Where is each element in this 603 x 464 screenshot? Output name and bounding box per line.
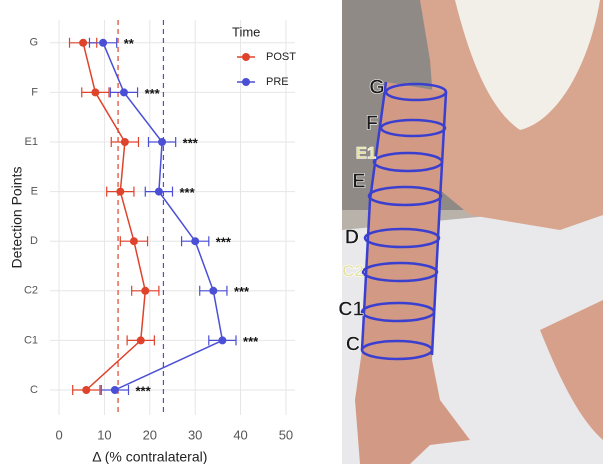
y-tick-label: C bbox=[30, 384, 38, 396]
x-tick-label: 30 bbox=[188, 427, 202, 442]
point bbox=[91, 88, 99, 96]
y-tick-label: F bbox=[31, 86, 38, 98]
point bbox=[111, 386, 119, 394]
point bbox=[158, 138, 166, 146]
x-tick-label: 0 bbox=[55, 427, 62, 442]
significance-label: *** bbox=[135, 383, 151, 398]
photo-label: C bbox=[346, 333, 360, 355]
significance-label: *** bbox=[234, 284, 250, 299]
significance-label: ** bbox=[124, 36, 135, 51]
legend-label: POST bbox=[266, 51, 296, 63]
significance-label: *** bbox=[243, 334, 259, 349]
photo-label: D bbox=[345, 226, 359, 248]
photo-label: G bbox=[369, 76, 385, 98]
x-tick-label: 20 bbox=[143, 427, 157, 442]
x-tick-label: 40 bbox=[233, 427, 247, 442]
point bbox=[116, 188, 124, 196]
y-tick-label: E bbox=[31, 186, 38, 198]
arm-photo: G F E1 E D C2 C1 C bbox=[338, 0, 603, 464]
y-tick-label: C2 bbox=[24, 285, 38, 297]
significance-label: *** bbox=[183, 135, 199, 150]
legend-marker bbox=[242, 53, 250, 61]
point bbox=[209, 287, 217, 295]
point bbox=[137, 336, 145, 344]
point bbox=[82, 386, 90, 394]
point bbox=[155, 188, 163, 196]
y-tick-label: D bbox=[30, 235, 38, 247]
significance-label: *** bbox=[145, 86, 161, 101]
photo-label: E bbox=[352, 170, 365, 192]
y-tick-label: G bbox=[29, 37, 38, 49]
legend-title: Time bbox=[232, 24, 260, 39]
chart: 0 10 20 30 40 50 C C1 C2 D E E1 F G Δ (% contralateral… bbox=[9, 20, 297, 464]
y-axis-title: Detection Points bbox=[9, 167, 25, 269]
point bbox=[218, 336, 226, 344]
photo-label: C2 bbox=[342, 261, 364, 280]
y-tick-label: C1 bbox=[24, 334, 38, 346]
point bbox=[99, 39, 107, 47]
significance-label: *** bbox=[216, 235, 232, 250]
legend-label: PRE bbox=[266, 76, 289, 88]
point bbox=[121, 138, 129, 146]
point bbox=[79, 39, 87, 47]
y-tick-label: E1 bbox=[25, 136, 38, 148]
figure: G F E1 E D C2 C1 C 0 10 20 30 40 50 C C1 C2 D E E1 F… bbox=[0, 0, 603, 464]
x-axis-title: Δ (% contralateral) bbox=[92, 449, 207, 464]
point bbox=[191, 237, 199, 245]
x-tick-label: 50 bbox=[279, 427, 293, 442]
point bbox=[120, 88, 128, 96]
photo-label: F bbox=[366, 112, 378, 134]
point bbox=[141, 287, 149, 295]
point bbox=[130, 237, 138, 245]
x-tick-label: 10 bbox=[97, 427, 111, 442]
legend-marker bbox=[242, 78, 250, 86]
significance-label: *** bbox=[180, 185, 196, 200]
photo-label: C1 bbox=[338, 298, 364, 320]
photo-label: E1 bbox=[356, 143, 377, 162]
